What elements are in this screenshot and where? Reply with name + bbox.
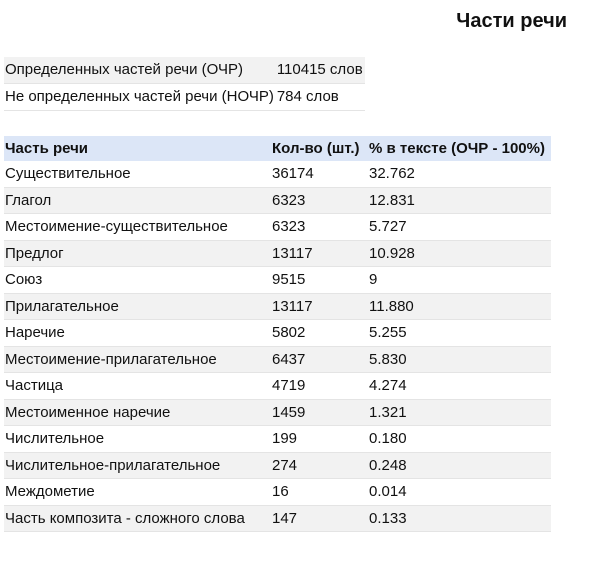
summary-label: Определенных частей речи (ОЧР)	[4, 57, 276, 84]
summary-row: Не определенных частей речи (НОЧР) 784 с…	[4, 83, 365, 111]
cell-part-of-speech: Часть композита - сложного слова	[4, 505, 271, 532]
table-row: Наречие 5802 5.255	[4, 319, 551, 347]
cell-part-of-speech: Частица	[4, 372, 271, 400]
cell-part-of-speech: Существительное	[4, 161, 271, 188]
cell-count: 1459	[271, 399, 368, 426]
cell-count: 13117	[271, 240, 368, 267]
cell-count: 199	[271, 425, 368, 453]
summary-row: Определенных частей речи (ОЧР) 110415 сл…	[4, 57, 365, 84]
cell-part-of-speech: Союз	[4, 266, 271, 294]
cell-count: 6437	[271, 346, 368, 373]
table-row: Местоименное наречие 1459 1.321	[4, 399, 551, 426]
summary-value: 784 слов	[275, 83, 365, 111]
cell-part-of-speech: Глагол	[4, 187, 271, 214]
table-body: Существительное 36174 32.762 Глагол 6323 12.8…	[4, 161, 551, 532]
cell-percent: 0.180	[368, 425, 551, 453]
table-row: Существительное 36174 32.762	[4, 161, 551, 188]
cell-count: 36174	[271, 161, 368, 188]
table-header-row: Часть речи Кол-во (шт.) % в тексте (ОЧР …	[4, 136, 551, 161]
cell-part-of-speech: Прилагательное	[4, 293, 271, 320]
cell-percent: 0.133	[368, 505, 551, 532]
cell-part-of-speech: Числительное-прилагательное	[4, 452, 271, 479]
table-row: Местоимение-прилагательное 6437 5.830	[4, 346, 551, 373]
cell-count: 147	[271, 505, 368, 532]
cell-count: 5802	[271, 319, 368, 347]
cell-count: 16	[271, 478, 368, 506]
table-row: Часть композита - сложного слова 147 0.133	[4, 505, 551, 532]
header-percent: % в тексте (ОЧР - 100%)	[368, 136, 551, 161]
cell-count: 6323	[271, 187, 368, 214]
cell-percent: 5.255	[368, 319, 551, 347]
table-row: Союз 9515 9	[4, 266, 551, 294]
header-count: Кол-во (шт.)	[271, 136, 368, 161]
parts-of-speech-table: Часть речи Кол-во (шт.) % в тексте (ОЧР …	[4, 136, 551, 532]
table-row: Глагол 6323 12.831	[4, 187, 551, 214]
table-row: Прилагательное 13117 11.880	[4, 293, 551, 320]
cell-percent: 5.727	[368, 213, 551, 241]
cell-percent: 32.762	[368, 161, 551, 188]
table-row: Частица 4719 4.274	[4, 372, 551, 400]
summary-value: 110415 слов	[275, 57, 365, 84]
cell-part-of-speech: Местоимение-прилагательное	[4, 346, 271, 373]
table-row: Предлог 13117 10.928	[4, 240, 551, 267]
cell-part-of-speech: Предлог	[4, 240, 271, 267]
cell-percent: 1.321	[368, 399, 551, 426]
table-row: Числительное-прилагательное 274 0.248	[4, 452, 551, 479]
cell-part-of-speech: Местоимение-существительное	[4, 213, 271, 241]
header-part-of-speech: Часть речи	[4, 136, 271, 161]
cell-count: 13117	[271, 293, 368, 320]
table-row: Местоимение-существительное 6323 5.727	[4, 213, 551, 241]
summary-table: Определенных частей речи (ОЧР) 110415 сл…	[4, 57, 365, 111]
summary-label: Не определенных частей речи (НОЧР)	[4, 83, 276, 111]
cell-count: 274	[271, 452, 368, 479]
cell-percent: 5.830	[368, 346, 551, 373]
cell-percent: 0.248	[368, 452, 551, 479]
cell-percent: 9	[368, 266, 551, 294]
cell-percent: 4.274	[368, 372, 551, 400]
cell-count: 9515	[271, 266, 368, 294]
cell-part-of-speech: Междометие	[4, 478, 271, 506]
cell-count: 4719	[271, 372, 368, 400]
cell-percent: 10.928	[368, 240, 551, 267]
cell-percent: 0.014	[368, 478, 551, 506]
table-row: Числительное 199 0.180	[4, 425, 551, 453]
cell-part-of-speech: Местоименное наречие	[4, 399, 271, 426]
cell-percent: 12.831	[368, 187, 551, 214]
cell-count: 6323	[271, 213, 368, 241]
cell-part-of-speech: Числительное	[4, 425, 271, 453]
cell-percent: 11.880	[368, 293, 551, 320]
cell-part-of-speech: Наречие	[4, 319, 271, 347]
table-row: Междометие 16 0.014	[4, 478, 551, 506]
page-title: Части речи	[456, 10, 567, 32]
